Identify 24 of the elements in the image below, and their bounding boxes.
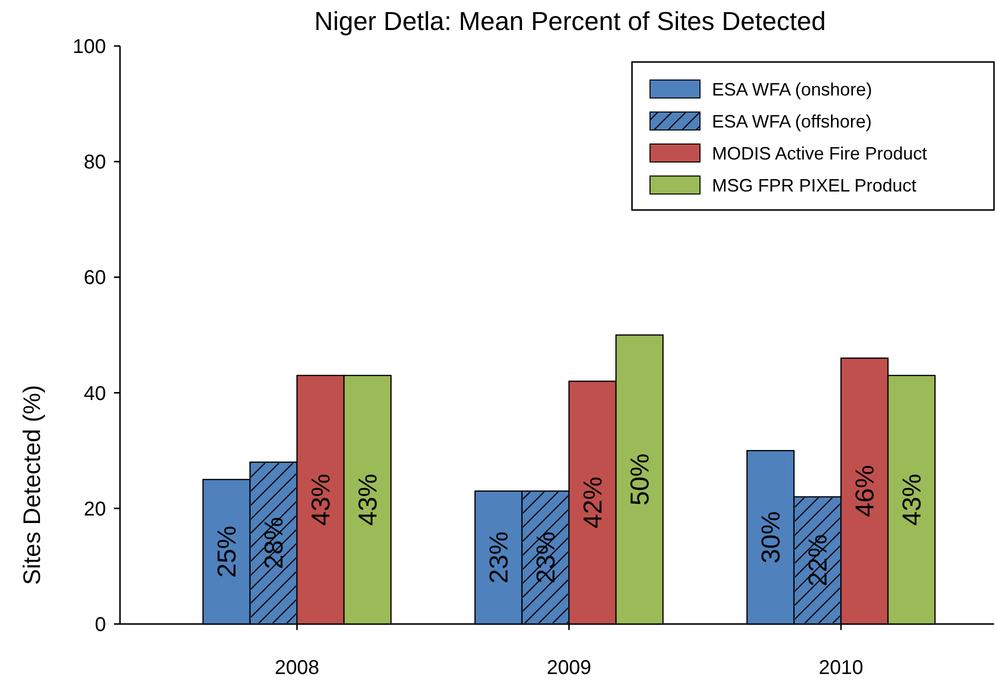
- legend-label: ESA WFA (offshore): [712, 111, 872, 132]
- data-label: 43%: [352, 474, 382, 526]
- data-label: 43%: [306, 474, 336, 526]
- legend-label: MSG FPR PIXEL Product: [712, 175, 916, 196]
- data-label: 46%: [850, 465, 880, 518]
- x-tick-label: 2010: [818, 657, 864, 679]
- chart-title: Niger Detla: Mean Percent of Sites Detected: [314, 6, 826, 36]
- data-label: 25%: [212, 526, 242, 578]
- y-tick-label: 60: [84, 267, 106, 290]
- y-tick-label: 20: [84, 498, 106, 520]
- data-label: 42%: [578, 476, 608, 529]
- data-label: 30%: [756, 511, 786, 564]
- x-tick-label: 2008: [274, 657, 320, 679]
- legend-label: MODIS Active Fire Product: [712, 143, 928, 164]
- y-tick-label: 80: [84, 152, 106, 174]
- y-tick-label: 40: [84, 382, 106, 405]
- legend-label: ESA WFA (onshore): [712, 79, 872, 100]
- y-axis-title: Sites Detected (%): [19, 384, 46, 586]
- y-tick-label: 0: [94, 614, 106, 636]
- x-tick-label: 2009: [546, 657, 592, 679]
- data-label: 23%: [484, 532, 514, 584]
- data-label: 43%: [896, 474, 926, 526]
- y-tick-label: 100: [72, 36, 106, 58]
- data-label: 50%: [624, 453, 654, 506]
